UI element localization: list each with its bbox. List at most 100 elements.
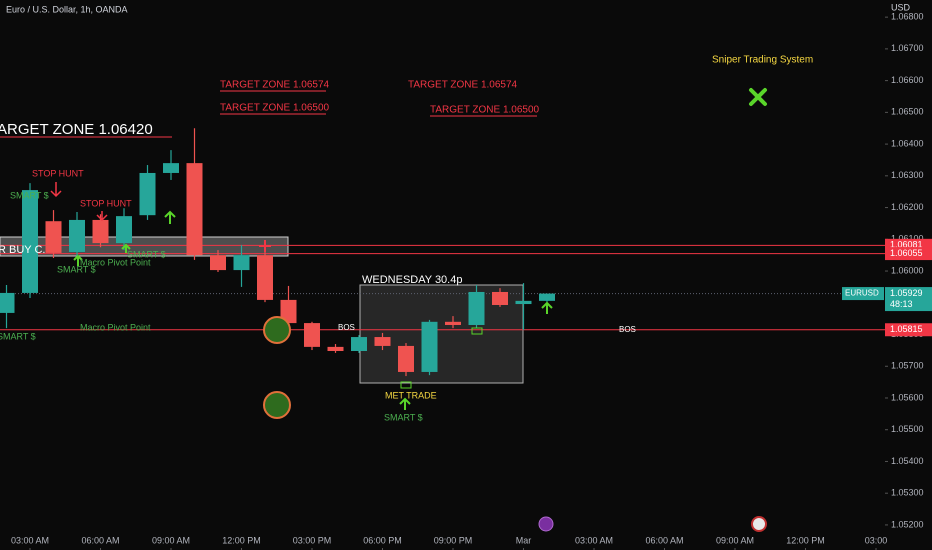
candles <box>0 128 555 377</box>
candle-body <box>444 321 461 325</box>
x-tick-label: Mar <box>516 535 532 545</box>
x-tick-label: 03:00 AM <box>11 535 49 545</box>
annotation: BOS <box>338 323 355 332</box>
y-tick-label: 1.05300 <box>891 488 924 498</box>
annotation: SMART $ <box>10 190 49 200</box>
candle-body <box>69 219 86 252</box>
annotation: BOS <box>619 325 636 334</box>
x-tick-label: 06:00 AM <box>81 535 119 545</box>
level-tag-label: 1.05815 <box>890 324 923 334</box>
annotation: TARGET ZONE 1.06574 <box>220 80 330 91</box>
x-tick-label: 09:00 AM <box>716 535 754 545</box>
annotation: TARGET ZONE 1.06500 <box>430 105 540 116</box>
candle-body <box>397 345 414 372</box>
dollar-icon <box>471 327 483 335</box>
x-tick-label: 09:00 AM <box>152 535 190 545</box>
annotation: Sniper Trading System <box>712 55 813 66</box>
annotation: TARGET ZONE 1.06420 <box>0 121 153 138</box>
symbol-title: Euro / U.S. Dollar, 1h, OANDA <box>6 4 128 14</box>
y-tick-label: 1.05500 <box>891 424 924 434</box>
candle-body <box>538 293 555 301</box>
annotation: STOP HUNT <box>32 168 84 178</box>
countdown: 48:13 <box>890 299 913 309</box>
x-tick-label: 03:00 <box>865 535 888 545</box>
candle-body <box>515 300 532 305</box>
y-tick-label: 1.06000 <box>891 265 924 275</box>
candle-body <box>468 291 485 325</box>
event-icon <box>538 516 554 532</box>
dollar-icon <box>400 381 412 389</box>
x-tick-label: 03:00 PM <box>293 535 332 545</box>
annotation: SMART $ <box>57 264 96 274</box>
annotation: R BUY C. <box>0 244 45 256</box>
candle-body <box>45 221 62 253</box>
y-tick-label: 1.05600 <box>891 392 924 402</box>
candle-body <box>491 291 508 305</box>
candle-body <box>139 172 156 216</box>
x-tick-label: 12:00 PM <box>786 535 825 545</box>
annotation: Macro Pivot Point <box>80 257 151 267</box>
y-tick-label: 1.06500 <box>891 107 924 117</box>
annotation: TARGET ZONE 1.06500 <box>220 103 330 114</box>
candle-body <box>350 337 367 352</box>
level-tag <box>885 247 932 261</box>
annotation: WEDNESDAY 30.4p <box>362 274 462 286</box>
candle-body <box>256 255 273 300</box>
level-tag <box>885 323 932 337</box>
x-tick-label: 06:00 AM <box>645 535 683 545</box>
currency-label: USD <box>891 2 911 12</box>
flag-icon <box>751 516 767 532</box>
annotation: MET TRADE <box>385 390 437 400</box>
annotation: TARGET ZONE 1.06574 <box>408 80 518 91</box>
level-tag-label: 1.06081 <box>890 240 923 250</box>
candle-body <box>303 323 320 347</box>
signal-circle <box>263 316 291 344</box>
y-tick-label: 1.06100 <box>891 234 924 244</box>
candle-body <box>22 190 39 293</box>
levels <box>0 244 885 331</box>
y-tick-label: 1.06300 <box>891 170 924 180</box>
candle-body <box>0 292 15 313</box>
down-arrows <box>50 182 108 222</box>
x-icon <box>749 88 767 106</box>
candle-body <box>92 219 109 244</box>
candle-body <box>162 163 179 173</box>
candle-body <box>374 337 391 346</box>
price-tag <box>885 287 932 312</box>
y-tick-label: 1.05700 <box>891 361 924 371</box>
x-tick-label: 03:00 AM <box>575 535 613 545</box>
y-tick-label: 1.06200 <box>891 202 924 212</box>
candle-body <box>186 163 203 256</box>
annotation: STOP HUNT <box>80 198 132 208</box>
x-tick-label: 06:00 PM <box>363 535 402 545</box>
cross-icon <box>259 240 271 252</box>
y-tick-label: 1.05400 <box>891 456 924 466</box>
annotation: Macro Pivot Point <box>80 322 151 332</box>
annotations: TARGET ZONE 1.06574 TARGET ZONE 1.06574 TA… <box>0 55 813 422</box>
annotation: SMART $ <box>384 412 423 422</box>
x-tick-label: 12:00 PM <box>222 535 261 545</box>
candle-body <box>421 321 438 372</box>
symbol-tag-label: EURUSD <box>845 289 879 298</box>
symbol-tag <box>842 287 884 301</box>
candle-body <box>116 216 133 244</box>
y-tick-label: 1.06600 <box>891 75 924 85</box>
y-tick-label: 1.06700 <box>891 43 924 53</box>
level-tag-label: 1.06055 <box>890 248 923 258</box>
y-tick-label: 1.06800 <box>891 12 924 22</box>
y-tick-label: 1.06400 <box>891 138 924 148</box>
candle-body <box>209 255 226 271</box>
price-axis <box>885 0 932 550</box>
y-tick-label: 1.05200 <box>891 519 924 529</box>
annotation: SMART $ <box>127 249 166 259</box>
candle-body <box>233 255 250 271</box>
candle-body <box>280 299 297 324</box>
x-tick-label: 09:00 PM <box>434 535 473 545</box>
candle-body <box>327 346 344 352</box>
annotation: SMART $ <box>0 331 36 341</box>
up-arrows <box>73 210 553 410</box>
price-tag-label: 1.05929 <box>890 288 923 298</box>
signal-circle <box>263 391 291 419</box>
